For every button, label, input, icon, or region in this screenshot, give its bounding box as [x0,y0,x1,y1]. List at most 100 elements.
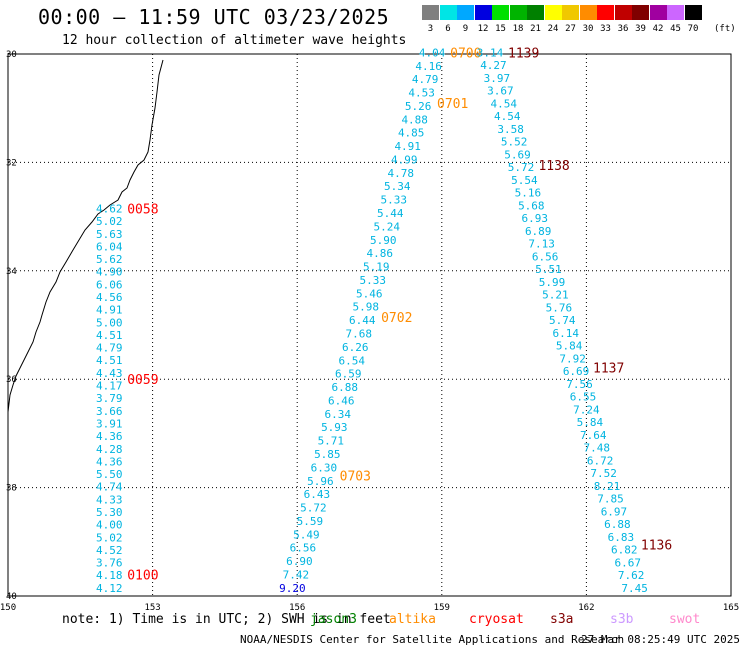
wave-height-value: 4.51 [96,354,123,367]
wave-height-value: 5.24 [373,220,400,233]
wave-height-value: 8.21 [594,480,621,493]
wave-height-value: 9.20 [279,582,306,595]
wave-height-value: 5.68 [518,199,545,212]
wave-height-value: 6.69 [563,365,590,378]
wave-height-value: 6.88 [332,381,359,394]
legend-label: 39 [635,24,646,34]
track-time-label: 0100 [127,568,158,583]
wave-height-value: 7.64 [580,429,607,442]
wave-height-value: 3.97 [484,72,511,85]
legend-swatch [457,5,474,20]
legend-label: 33 [600,24,611,34]
satellite-key-item: s3b [610,612,634,627]
legend-swatch [579,5,597,20]
wave-height-value: 4.88 [401,113,428,126]
wave-height-value: 5.85 [314,448,341,461]
wave-height-value: 4.79 [412,73,439,86]
longitude-tick-label: 165 [723,603,739,613]
wave-height-value: 7.45 [621,582,648,595]
wave-height-value: 7.24 [573,403,600,416]
wave-height-value: 5.84 [577,416,604,429]
wave-height-value: 4.36 [96,430,123,443]
legend-swatch [562,5,579,20]
track-s3a: 3.144.273.973.674.544.543.585.525.695.72… [477,46,672,594]
wave-height-value: 6.30 [311,461,338,474]
wave-height-value: 3.14 [477,46,504,59]
legend-label: 24 [547,24,559,34]
wave-height-value: 6.83 [608,531,635,544]
map-gridlines [8,54,731,596]
legend-label: 36 [617,24,629,34]
legend-label: 30 [582,24,594,34]
legend-swatch [614,5,632,20]
wave-height-value: 3.66 [96,405,123,418]
wave-height-value: 5.00 [96,316,123,329]
longitude-tick-label: 159 [434,603,450,613]
wave-height-value: 5.50 [96,468,123,481]
track-time-label: 0700 [450,46,481,61]
legend-label: 70 [687,24,699,34]
page-title: 00:00 — 11:59 UTC 03/23/2025 [38,5,390,29]
wave-height-value: 7.92 [559,352,586,365]
wave-height-value: 6.97 [601,505,628,518]
track-cryosat: 4.625.025.636.045.624.906.064.564.915.00… [96,202,159,594]
legend-label: 18 [512,24,524,34]
wave-height-value: 4.62 [96,202,123,215]
track-time-label: 1136 [641,539,672,554]
wave-height-value: 6.72 [587,454,614,467]
wave-height-value: 5.02 [96,531,123,544]
wave-height-value: 4.74 [96,481,123,494]
wave-height-value: 5.96 [307,475,334,488]
satellite-key-item: cryosat [469,612,524,627]
longitude-tick-label: 162 [578,603,594,613]
wave-height-value: 4.12 [96,582,123,595]
wave-height-value: 5.76 [546,301,573,314]
track-time-label: 1137 [593,361,624,376]
wave-height-value: 5.90 [370,234,397,247]
legend-label: 12 [477,24,489,34]
wave-height-value: 6.55 [570,391,597,404]
wave-height-value: 5.33 [360,274,387,287]
wave-height-value: 7.13 [528,238,555,251]
wave-height-value: 7.52 [590,467,617,480]
legend-swatch [632,5,649,20]
wave-height-value: 3.58 [497,123,524,136]
wave-height-value: 6.67 [614,556,641,569]
wave-height-value: 7.68 [346,328,373,341]
legend-label: 6 [445,24,451,34]
wave-height-value: 6.14 [552,327,579,340]
wave-height-value: 4.18 [96,569,123,582]
wave-height-value: 7.85 [597,493,624,506]
wave-height-value: 4.86 [366,247,393,260]
legend-label: 15 [495,24,506,34]
wave-height-value: 4.27 [480,59,507,72]
wave-height-value: 5.72 [300,502,327,515]
track-time-label: 0703 [340,470,371,485]
wave-height-value: 4.56 [96,291,123,304]
wave-height-value: 4.00 [96,519,123,532]
wave-height-value: 5.16 [515,187,542,200]
wave-height-value: 5.44 [377,207,404,220]
wave-height-value: 6.82 [611,544,638,557]
generated-timestamp: 27 Mar 08:25:49 UTC 2025 [581,633,740,646]
wave-height-value: 4.99 [391,153,418,166]
page-subtitle: 12 hour collection of altimeter wave hei… [62,33,407,48]
wave-height-value: 4.16 [415,60,442,73]
wave-height-value: 5.74 [549,314,576,327]
wave-height-value: 5.52 [501,136,528,149]
legend-unit: (ft) [714,24,736,34]
legend-swatch [492,5,509,20]
map-axis-ticks: 150 153 156 159 162 165 30 32 34 36 38 40 [0,50,739,613]
legend-swatch [649,5,667,20]
wave-height-value: 3.76 [96,557,123,570]
map-frame [7,53,732,597]
wave-height-value: 5.21 [542,289,569,302]
wave-height-value: 5.99 [539,276,566,289]
satellite-key-item: swot [669,612,701,627]
wave-height-value: 4.79 [96,342,123,355]
wave-height-value: 6.88 [604,518,631,531]
wave-height-value: 4.33 [96,493,123,506]
satellite-key-item: jason3 [310,612,357,627]
wave-height-value: 5.98 [353,301,380,314]
wave-height-value: 6.90 [286,555,313,568]
